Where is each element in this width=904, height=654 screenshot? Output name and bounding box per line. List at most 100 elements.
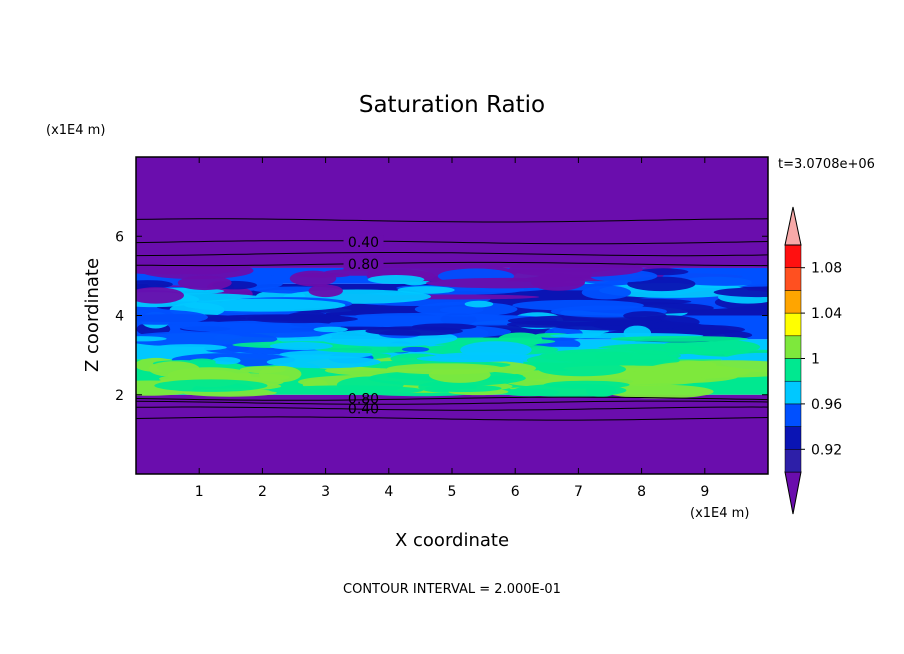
y-tick-label: 6	[115, 229, 124, 245]
streak	[211, 357, 241, 365]
y-axis-label: Z coordinate	[82, 258, 103, 372]
contour-label: 0.40	[348, 402, 379, 418]
colorbar-tick-label: 0.96	[811, 397, 842, 413]
contour-label: 0.80	[348, 257, 379, 273]
contour-label: 0.80	[348, 392, 379, 408]
x-tick-label: 2	[258, 484, 267, 500]
streak	[416, 354, 526, 363]
x-tick-label: 6	[511, 484, 520, 500]
streak	[268, 385, 424, 395]
streak	[269, 342, 333, 351]
x-tick-label: 8	[637, 484, 646, 500]
colorbar-segment	[784, 449, 802, 473]
band-0	[136, 394, 768, 474]
colorbar-segment	[784, 267, 802, 291]
colorbar-over-arrow	[784, 206, 802, 246]
colorbar-segment	[784, 312, 802, 337]
streak	[136, 331, 278, 348]
streak	[167, 367, 252, 384]
streak	[425, 277, 585, 289]
streak	[136, 309, 208, 325]
streak	[308, 284, 343, 298]
contour-line	[136, 240, 768, 245]
streak	[660, 339, 761, 355]
colorbar-segment	[784, 244, 802, 268]
x-axis-label: X coordinate	[395, 530, 509, 551]
colorbar-under-arrow	[784, 471, 802, 515]
streak	[136, 336, 167, 342]
colorbar-segment	[784, 426, 802, 450]
x-tick-label: 1	[195, 484, 204, 500]
streak	[184, 298, 346, 312]
streak	[177, 275, 232, 291]
streak	[266, 355, 381, 369]
contour-line	[136, 261, 768, 267]
streak	[289, 270, 337, 287]
band-6	[136, 157, 768, 268]
colorbar-segment	[784, 403, 802, 427]
streak	[386, 363, 505, 375]
streak	[367, 275, 425, 285]
y-tick-label: 4	[115, 309, 124, 325]
contour-label: 0.40	[348, 235, 379, 251]
contour-label-bg	[343, 256, 384, 271]
contour-line	[136, 252, 768, 257]
streak	[411, 323, 477, 331]
colorbar-tick-label: 1	[811, 352, 820, 368]
contour-line	[136, 396, 768, 401]
x-tick-label: 5	[448, 484, 457, 500]
y-unit-label: (x1E4 m)	[46, 123, 105, 138]
streak	[188, 358, 216, 366]
streak	[605, 384, 714, 399]
contour-interval-note: CONTOUR INTERVAL = 2.000E-01	[343, 582, 561, 597]
contour-labels: 0.400.800.800.40	[343, 235, 384, 418]
colorbar-segment	[784, 358, 802, 382]
streak	[513, 383, 627, 398]
contour-lines	[136, 218, 768, 421]
x-tick-label: 7	[574, 484, 583, 500]
colorbar-segment	[784, 380, 802, 405]
colorbar-tick-label: 0.92	[811, 442, 842, 458]
noise-streaks	[136, 261, 768, 399]
streak	[136, 287, 184, 304]
colorbar: 0.92 0.96 1 1.04 1.08	[784, 206, 842, 515]
streak	[401, 346, 430, 352]
chart-title: Saturation Ratio	[359, 92, 545, 118]
streak	[610, 336, 749, 342]
contour-line	[136, 406, 768, 411]
streak	[136, 280, 173, 289]
streak	[179, 323, 258, 332]
y-axis-ticks: 2 4 6	[115, 229, 768, 404]
streak	[724, 379, 768, 392]
streak	[153, 344, 227, 351]
x-axis-ticks: 1 2 3 4 5 6 7 8 9	[195, 157, 709, 500]
streak	[464, 300, 494, 308]
streak	[425, 384, 502, 393]
colorbar-tick-label: 1.08	[811, 261, 842, 277]
plot-area	[136, 157, 768, 474]
time-label: t=3.0708e+06	[778, 157, 875, 172]
streak	[180, 268, 228, 275]
contour-line	[136, 400, 768, 405]
x-unit-label: (x1E4 m)	[690, 506, 749, 521]
streak	[713, 287, 768, 298]
colorbar-segment	[784, 290, 802, 314]
streak	[247, 314, 353, 324]
contour-line	[136, 416, 768, 421]
streak	[507, 320, 580, 328]
streak	[581, 285, 632, 300]
colorbar-segment	[784, 335, 802, 359]
streak	[258, 365, 302, 383]
streak	[460, 341, 532, 359]
streak	[671, 324, 730, 336]
contour-line	[136, 218, 768, 223]
streak	[538, 362, 627, 377]
x-tick-label: 4	[384, 484, 393, 500]
streak	[313, 326, 348, 333]
y-tick-label: 2	[115, 388, 124, 404]
x-tick-label: 3	[321, 484, 330, 500]
streak	[623, 311, 667, 321]
streak	[509, 261, 644, 278]
streak	[648, 360, 768, 378]
